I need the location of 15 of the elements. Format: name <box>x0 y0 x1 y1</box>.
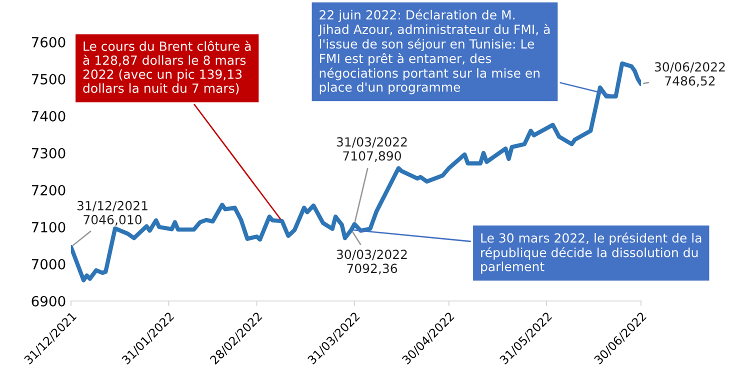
y-tick-label: 7600 <box>32 36 66 48</box>
y-tick-label: 7200 <box>32 184 66 196</box>
y-tick-label: 7300 <box>32 148 66 158</box>
annotation: Le 30 mars 2022, le président de la république décide la dissolution du parlement <box>481 232 702 274</box>
annotation: Le cours du Brent clôture à à 128,87 dollars le 8 mars 2022 (avec un pic 139,13 dollars la nuit du 7 mars) <box>83 40 251 94</box>
annotation: 22 juin 2022: Déclaration de M. Jihad Azour, administrateur du FMI, à l'issue de son séjour en Tunisie: Le FMI est prêt à entamer, des négociations portant sur la mise en place d'un programme <box>318 9 550 94</box>
y-tick-label: 7000 <box>32 258 66 270</box>
y-tick-label: 7100 <box>32 222 66 232</box>
annotation: 31/03/2022 7107,890 <box>336 137 407 162</box>
annotation: 30/06/2022 7486,52 <box>654 62 725 87</box>
annotation: 31/12/2021 7046,010 <box>77 200 148 226</box>
y-tick-label: 7500 <box>32 74 66 84</box>
annotation: 30/03/2022 7092,36 <box>336 250 407 274</box>
y-tick-label: 6900 <box>32 296 66 306</box>
y-tick-label: 7400 <box>32 110 66 122</box>
